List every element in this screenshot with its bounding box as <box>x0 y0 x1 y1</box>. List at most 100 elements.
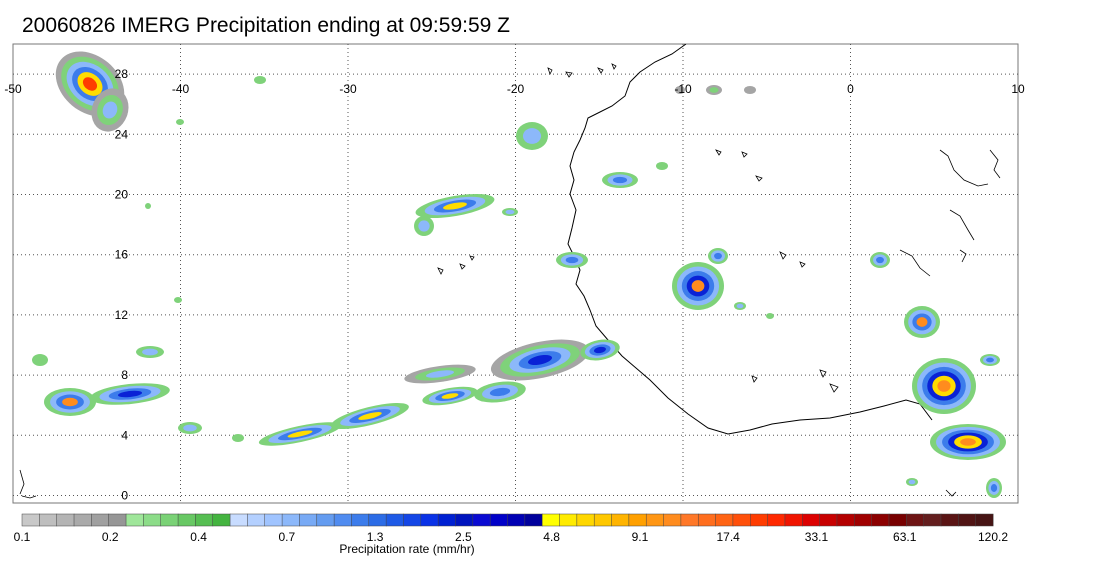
precip-cell <box>990 484 998 492</box>
colorbar-swatch <box>73 513 92 527</box>
colorbar-swatch <box>455 513 474 527</box>
lat-tick-label: 12 <box>115 308 129 322</box>
lon-tick-label: 10 <box>1011 82 1025 96</box>
precip-cell <box>937 380 951 392</box>
colorbar-swatch <box>819 513 838 527</box>
colorbar-tick-label: 0.1 <box>14 530 31 544</box>
precip-cell <box>358 412 382 420</box>
colorbar-swatch <box>125 513 144 527</box>
precip-cell <box>174 297 182 303</box>
precip-cell <box>418 220 430 232</box>
colorbar-swatch <box>680 513 699 527</box>
colorbar-tick-label: 0.7 <box>278 530 295 544</box>
precip-cell <box>505 209 515 215</box>
islands-outlines <box>19 63 1001 499</box>
lat-tick-label: 16 <box>115 248 129 262</box>
colorbar-swatch <box>732 513 751 527</box>
colorbar-tick-label: 17.4 <box>717 530 741 544</box>
colorbar-swatch <box>958 513 977 527</box>
colorbar-swatch <box>437 513 456 527</box>
colorbar-swatch <box>524 513 543 527</box>
colorbar-tick-label: 120.2 <box>978 530 1008 544</box>
colorbar-swatch <box>489 513 508 527</box>
lon-tick-label: 0 <box>847 82 854 96</box>
colorbar-swatch <box>611 513 630 527</box>
precip-cell <box>62 397 78 407</box>
colorbar-tick-label: 0.2 <box>102 530 119 544</box>
precip-cell <box>117 390 143 398</box>
lat-tick-label: 4 <box>121 428 128 442</box>
colorbar-swatch <box>177 513 196 527</box>
precip-cell <box>766 313 774 319</box>
colorbar-tick-labels: 0.1 0.2 0.4 0.7 1.3 2.5 4.8 9.1 17.4 33.1 63.1 120.… <box>14 530 1009 544</box>
lon-tick-label: -50 <box>4 82 22 96</box>
africa-coastline <box>567 44 933 435</box>
precip-cell <box>489 387 511 397</box>
colorbar-swatch <box>715 513 734 527</box>
colorbar-swatch <box>247 513 266 527</box>
colorbar-swatch <box>264 513 283 527</box>
precip-cell <box>142 348 158 356</box>
page-title: 20060826 IMERG Precipitation ending at 0… <box>22 14 510 37</box>
lat-tick-label: 24 <box>115 127 129 141</box>
colorbar-swatch <box>281 513 300 527</box>
colorbar-swatch <box>559 513 578 527</box>
precip-cell <box>183 424 197 432</box>
colorbar-swatch <box>108 513 127 527</box>
lat-tick-label: 20 <box>115 187 129 201</box>
colorbar-swatch <box>195 513 214 527</box>
colorbar-tick-label: 1.3 <box>367 530 384 544</box>
colorbar-swatch <box>802 513 821 527</box>
precip-cell <box>675 86 685 94</box>
precip-cell <box>176 119 184 125</box>
precip-cell <box>714 252 722 260</box>
lon-tick-label: -20 <box>507 82 525 96</box>
lat-tick-label: 8 <box>121 368 128 382</box>
colorbar-swatch <box>645 513 665 527</box>
precip-cell <box>612 176 628 184</box>
precip-cell <box>876 256 884 264</box>
precip-cell <box>425 370 455 378</box>
precip-cell <box>744 86 756 94</box>
colorbar-swatch <box>854 513 873 527</box>
colorbar-swatch <box>420 513 439 527</box>
colorbar-swatch <box>975 513 994 527</box>
colorbar-swatch <box>333 513 352 527</box>
colorbar-swatch <box>923 513 942 527</box>
colorbar-swatch <box>385 513 404 527</box>
colorbar-swatch <box>836 513 855 527</box>
precip-cell <box>656 162 668 170</box>
precip-cell <box>522 128 542 144</box>
colorbar-swatch <box>91 513 110 527</box>
lat-tick-labels: 0 4 8 12 16 20 24 28 <box>115 67 129 502</box>
colorbar-tick-label: 0.4 <box>190 530 207 544</box>
colorbar-swatch <box>316 513 335 527</box>
lon-tick-labels: -50 -40 -30 -20 -10 0 10 <box>4 82 1025 96</box>
colorbar-swatch <box>767 513 786 527</box>
colorbar-tick-label: 2.5 <box>455 530 472 544</box>
precip-cell <box>986 357 994 363</box>
precip-cell <box>908 479 916 485</box>
lon-tick-label: -10 <box>674 82 692 96</box>
colorbar-swatch <box>576 513 595 527</box>
colorbar-tick-label: 9.1 <box>632 530 649 544</box>
lon-tick-label: -30 <box>339 82 357 96</box>
precip-cell <box>565 256 579 264</box>
colorbar-swatch <box>871 513 890 527</box>
precip-cell <box>82 77 98 91</box>
colorbar-title: Precipitation rate (mm/hr) <box>339 542 474 556</box>
lat-tick-label: 0 <box>121 488 128 502</box>
colorbar-swatch <box>143 513 162 527</box>
colorbar-swatch <box>56 513 75 527</box>
precip-cell <box>691 280 705 292</box>
colorbar-swatch <box>21 513 40 527</box>
colorbar-swatch <box>784 513 803 527</box>
precip-cell <box>254 76 266 84</box>
colorbar-swatch <box>299 513 318 527</box>
colorbar-swatch <box>541 513 560 527</box>
precip-cell <box>960 438 976 446</box>
colorbar-swatch <box>39 513 58 527</box>
lon-tick-label: -40 <box>172 82 190 96</box>
precip-cell <box>32 354 48 366</box>
